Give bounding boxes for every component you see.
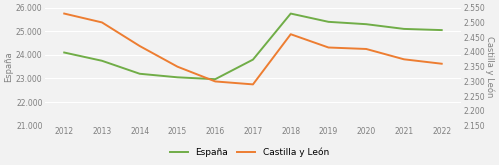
Y-axis label: España: España [4, 51, 13, 82]
Line: Castilla y León: Castilla y León [64, 14, 442, 84]
España [250, 59, 256, 61]
Y-axis label: Castilla y León: Castilla y León [486, 36, 495, 97]
España [363, 23, 369, 25]
Castilla y León [401, 58, 407, 60]
España [99, 60, 105, 62]
Castilla y León [175, 66, 181, 68]
España [439, 29, 445, 31]
Castilla y León [439, 63, 445, 65]
Castilla y León [137, 45, 143, 47]
Castilla y León [61, 13, 67, 15]
España [175, 76, 181, 78]
España [288, 13, 294, 15]
Castilla y León [288, 33, 294, 35]
España [401, 28, 407, 30]
Castilla y León [99, 21, 105, 23]
Castilla y León [325, 47, 331, 49]
España [325, 21, 331, 23]
Line: España: España [64, 14, 442, 79]
Castilla y León [250, 83, 256, 85]
España [212, 78, 218, 80]
España [61, 51, 67, 53]
España [137, 73, 143, 75]
Castilla y León [212, 81, 218, 82]
Castilla y León [363, 48, 369, 50]
Legend: España, Castilla y León: España, Castilla y León [167, 144, 332, 161]
